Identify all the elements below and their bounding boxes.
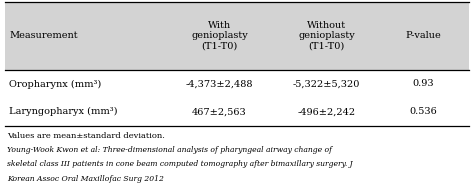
Text: With
genioplasty
(T1-T0): With genioplasty (T1-T0) (191, 21, 248, 51)
Text: -496±2,242: -496±2,242 (297, 107, 356, 116)
Text: 0.93: 0.93 (412, 79, 434, 89)
Text: Values are mean±standard deviation.: Values are mean±standard deviation. (7, 132, 165, 140)
Text: Oropharynx (mm³): Oropharynx (mm³) (9, 79, 102, 89)
Text: -5,322±5,320: -5,322±5,320 (293, 79, 360, 89)
Text: Korean Assoc Oral Maxillofac Surg 2012: Korean Assoc Oral Maxillofac Surg 2012 (7, 175, 164, 183)
Text: -4,373±2,488: -4,373±2,488 (186, 79, 253, 89)
Text: P-value: P-value (405, 31, 441, 41)
Text: Measurement: Measurement (9, 31, 78, 41)
Text: Laryngopharyx (mm³): Laryngopharyx (mm³) (9, 107, 118, 116)
Bar (5, 2, 469, 70)
Text: 467±2,563: 467±2,563 (192, 107, 247, 116)
Text: skeletal class III patients in cone beam computed tomography after bimaxillary s: skeletal class III patients in cone beam… (7, 160, 353, 168)
Text: Without
genioplasty
(T1-T0): Without genioplasty (T1-T0) (298, 21, 355, 51)
Text: 0.536: 0.536 (409, 107, 437, 116)
Text: Young-Wook Kwon et al: Three-dimensional analysis of pharyngeal airway change of: Young-Wook Kwon et al: Three-dimensional… (7, 146, 332, 154)
